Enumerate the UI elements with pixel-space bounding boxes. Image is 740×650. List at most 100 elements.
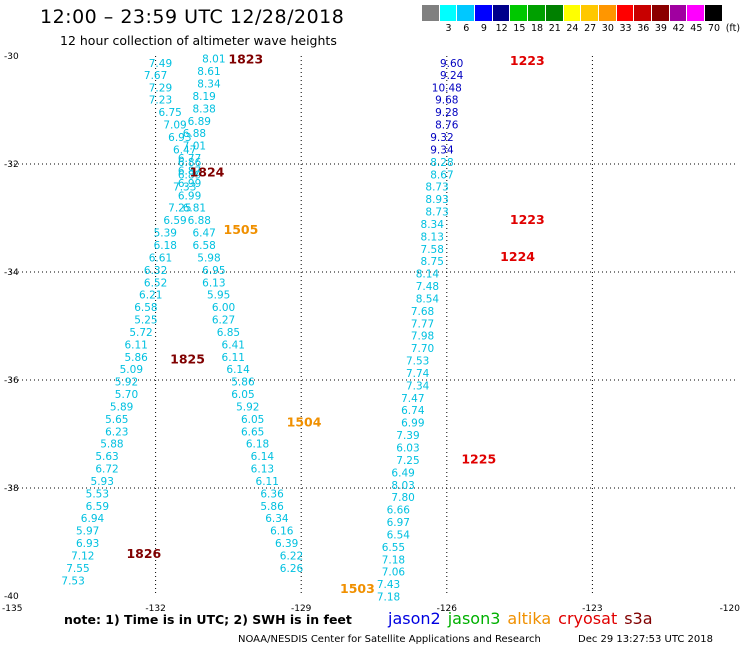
swh-value: 6.66	[387, 505, 411, 517]
pass-number-label: 1223	[510, 53, 545, 68]
swh-value: 9.60	[440, 58, 463, 70]
swh-value: 8.93	[425, 194, 448, 206]
swh-value: 6.16	[270, 526, 294, 538]
swh-value: 6.93	[168, 132, 191, 144]
x-tick-label: -120	[720, 604, 740, 614]
swh-value: 6.18	[246, 439, 269, 451]
swh-value: 7.29	[149, 82, 172, 94]
swh-value: 5.93	[91, 476, 114, 488]
y-tick-label: -40	[4, 592, 19, 602]
swh-value: 6.99	[178, 190, 201, 202]
swh-value: 8.38	[192, 103, 215, 115]
swh-value: 6.14	[226, 364, 250, 376]
swh-value: 7.98	[411, 331, 434, 343]
swh-value: 7.80	[391, 492, 414, 504]
footer-note: note: 1) Time is in UTC; 2) SWH is in fe…	[64, 612, 352, 627]
swh-value: 6.13	[202, 277, 225, 289]
pass-number-label: 1225	[461, 451, 496, 466]
swh-value: 5.86	[260, 501, 284, 513]
swh-value: 6.21	[139, 290, 162, 302]
legend-label: 9	[480, 23, 487, 34]
swh-value: 6.88	[183, 128, 206, 140]
swh-value: 8.76	[435, 120, 459, 132]
swh-value: 7.33	[173, 182, 196, 194]
swh-value: 5.86	[231, 377, 255, 389]
swh-value: 5.25	[134, 315, 157, 327]
x-tick-label: -135	[2, 604, 22, 614]
satellite-jason2: jason2	[388, 609, 441, 628]
swh-value: 5.95	[207, 290, 230, 302]
swh-value: 6.87	[178, 165, 201, 177]
swh-value: 6.58	[192, 240, 215, 252]
swh-value: 6.89	[178, 169, 201, 181]
swh-value: 6.26	[280, 563, 304, 575]
swh-value: 8.75	[421, 256, 444, 268]
swh-value: 7.34	[406, 380, 430, 392]
swh-value: 7.12	[71, 551, 94, 563]
legend-swatch	[492, 5, 511, 21]
pass-number-label: 1223	[510, 212, 545, 227]
legend-swatch	[705, 5, 723, 21]
swh-value: 7.48	[416, 281, 439, 293]
swh-value: 5.72	[129, 327, 152, 339]
swh-value: 7.25	[396, 455, 419, 467]
swh-value: 5.88	[100, 439, 123, 451]
swh-value: 5.92	[115, 377, 138, 389]
swh-value: 6.11	[256, 476, 279, 488]
pass-number-label: 1224	[500, 249, 535, 264]
legend-swatch	[651, 5, 670, 21]
swh-value: 7.43	[377, 579, 400, 591]
swh-value: 6.27	[212, 315, 235, 327]
swh-value: 6.59	[163, 215, 186, 227]
legend-swatch	[422, 5, 440, 21]
legend-label: 70	[708, 23, 721, 34]
legend-swatch	[510, 5, 529, 21]
swh-value: 8.67	[430, 169, 453, 181]
swh-value: 6.99	[401, 418, 424, 430]
legend-label: 15	[513, 23, 526, 34]
swh-value: 6.32	[144, 265, 167, 277]
swh-value: 6.34	[265, 513, 289, 525]
satellite-altika: altika	[507, 609, 552, 628]
swh-value: 10.48	[432, 82, 462, 94]
legend-swatch	[581, 5, 599, 21]
y-tick-label: -34	[4, 268, 19, 278]
swh-value: 5.09	[120, 364, 143, 376]
y-tick-label: -36	[4, 376, 19, 386]
swh-value: 6.41	[222, 339, 245, 351]
swh-value: 5.92	[236, 401, 259, 413]
pass-number-label: 1824	[190, 165, 225, 180]
legend-color-bar	[422, 5, 740, 21]
swh-value: 5.70	[115, 389, 138, 401]
swh-value: 7.23	[149, 95, 172, 107]
satellite-legend: jason2 jason3 altika cryosat s3a	[388, 609, 660, 628]
swh-value: 8.61	[197, 66, 220, 78]
legend-label: 42	[672, 23, 685, 34]
footer-timestamp: Dec 29 13:27:53 UTC 2018	[578, 634, 713, 645]
swh-value: 6.59	[86, 501, 109, 513]
swh-value: 6.81	[183, 203, 206, 215]
swh-value: 7.39	[396, 430, 419, 442]
swh-value: 6.47	[173, 144, 196, 156]
swh-value: 6.47	[192, 228, 215, 240]
y-tick-label: -30	[4, 52, 19, 62]
swh-value: 6.05	[241, 414, 264, 426]
swh-value: 6.85	[217, 327, 240, 339]
swh-value: 7.06	[382, 567, 406, 579]
swh-value: 7.53	[61, 575, 84, 587]
swh-value: 6.72	[95, 464, 118, 476]
swh-value: 7.25	[168, 203, 191, 215]
legend-label: 12	[495, 23, 508, 34]
legend-swatch	[475, 5, 493, 21]
swh-value: 8.28	[430, 157, 453, 169]
swh-value: 8.34	[197, 79, 221, 91]
swh-value: 6.23	[105, 426, 128, 438]
pass-number-label: 1505	[224, 222, 259, 237]
pass-number-label: 1504	[287, 415, 322, 430]
swh-value: 6.36	[260, 488, 284, 500]
footer-credit: NOAA/NESDIS Center for Satellite Applica…	[238, 634, 541, 645]
swh-value: 8.13	[421, 231, 444, 243]
satellite-jason3: jason3	[447, 609, 501, 628]
swh-color-legend: 3 6 9 12 15 18 21 24 27 30 33 36 39 42 45 70 (ft)	[422, 5, 740, 35]
